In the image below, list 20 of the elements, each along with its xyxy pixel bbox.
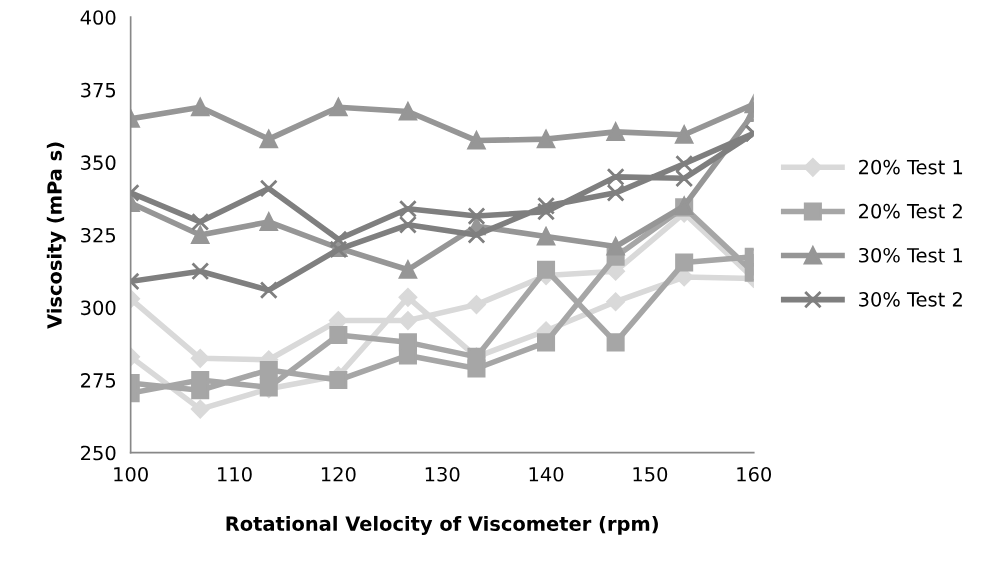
x-tick-label: 160 [737, 466, 772, 482]
y-tick-label: 325 [81, 227, 116, 243]
legend-label: 20% Test 2 [859, 203, 962, 219]
y-tick-label: 375 [81, 82, 116, 98]
x-tick-label: 140 [529, 466, 564, 482]
legend-label: 30% Test 2 [859, 292, 962, 307]
x-axis-title: Rotational Velocity of Viscometer (rpm) [226, 515, 658, 535]
y-tick-label: 400 [80, 10, 116, 25]
y-tick-label: 275 [81, 373, 116, 388]
y-tick-label: 300 [81, 300, 116, 316]
x-tick-label: 120 [321, 466, 356, 482]
x-tick-label: 150 [633, 466, 668, 482]
x-tick-label: 130 [425, 466, 460, 482]
legend-label: 30% Test 1 [859, 247, 963, 263]
x-tick-label: 110 [218, 466, 252, 482]
y-tick-label: 350 [81, 155, 116, 171]
legend-label: 20% Test 1 [859, 159, 963, 175]
y-tick-label: 250 [81, 445, 116, 461]
y-axis-title: Viscosity (mPa s) [46, 142, 66, 329]
x-tick-label: 100 [114, 466, 148, 482]
